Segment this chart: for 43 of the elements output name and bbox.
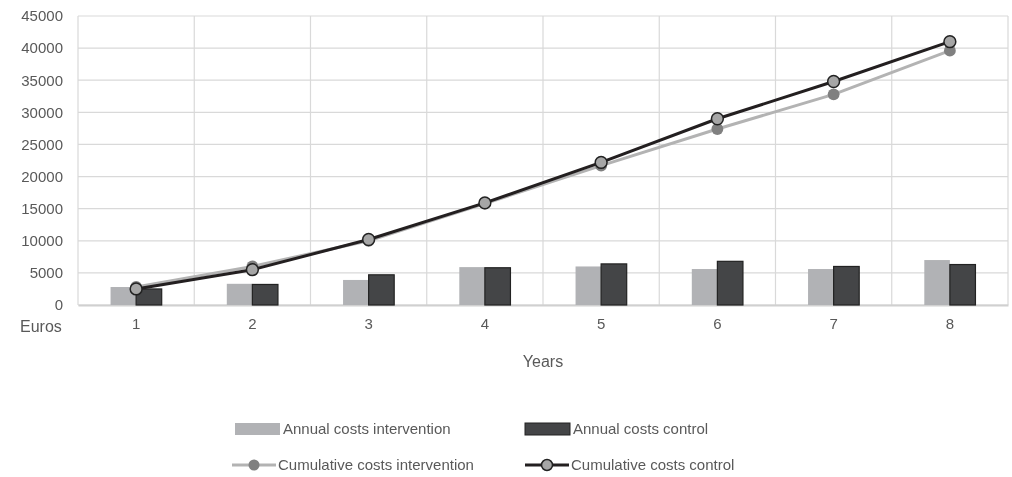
x-tick-label: 6 [713,315,722,332]
bar [949,263,977,306]
y-tick-label: 10000 [21,232,63,250]
legend-label: Cumulative costs control [571,456,735,473]
x-tick-label: 5 [596,315,606,332]
bar [343,279,369,305]
bar [600,263,628,306]
bar [251,283,279,306]
x-tick-label: 8 [945,315,955,332]
bar [459,267,485,305]
y-tick-label: 35000 [21,71,63,89]
legend-label: Annual costs intervention [283,420,451,437]
x-tick-label: 7 [829,315,838,332]
x-tick-label: 4 [480,315,490,332]
point [594,155,608,170]
x-tick-label: 1 [131,315,141,332]
bar [924,260,950,305]
x-tick-label: 2 [248,315,257,332]
point [943,35,957,49]
bar [691,269,718,305]
bar [226,283,253,305]
y-tick-label: 40000 [21,39,63,57]
bar [833,265,860,306]
point [710,112,725,126]
bar [484,267,512,306]
y-tick-label: 20000 [21,167,63,185]
bar [808,269,834,305]
y-tick-label: 25000 [21,135,63,153]
legend-label: Cumulative costs intervention [278,456,474,473]
y-tick-label: 5000 [29,264,63,282]
point [245,263,260,277]
y-axis-title: Euros [20,318,62,335]
x-tick-label: 3 [364,315,373,332]
bar [575,266,602,305]
y-tick-label: 45000 [21,7,63,25]
point [826,74,841,89]
y-tick-label: 15000 [21,199,63,217]
y-tick-label: 0 [54,296,63,314]
bar [368,274,395,306]
x-axis-title: Years [522,353,564,370]
bar [716,260,744,306]
legend-label: Annual costs control [573,420,709,437]
y-tick-label: 30000 [21,103,63,121]
